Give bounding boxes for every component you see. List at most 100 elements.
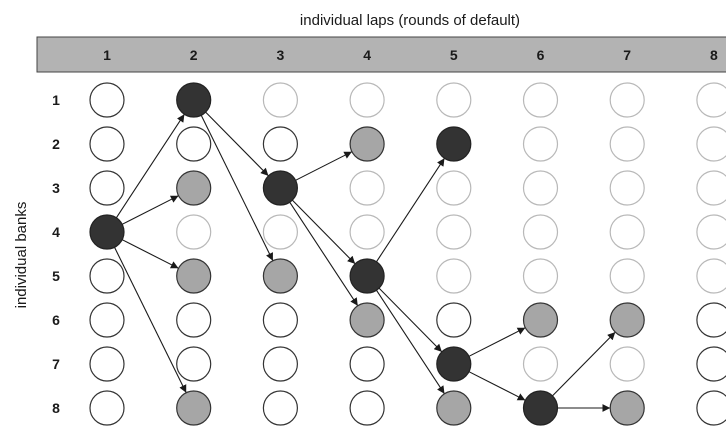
bank-node-r2-c2	[176, 126, 212, 162]
bank-node-r1-c4	[349, 82, 385, 118]
bank-node-r8-c2	[176, 390, 212, 426]
bank-label-8: 8	[52, 400, 60, 416]
bank-node-r5-c7	[609, 258, 645, 294]
lap-label-8: 8	[710, 47, 718, 63]
bank-node-r1-c8	[696, 82, 726, 118]
bank-node-r2-c8	[696, 126, 726, 162]
contagion-arrow-12	[375, 289, 445, 395]
bank-node-r7-c8	[696, 346, 726, 382]
bank-node-r4-c6	[522, 214, 559, 250]
bank-node-r2-c4	[349, 126, 385, 162]
bank-node-r6-c3	[262, 302, 298, 338]
bank-node-r3-c5	[436, 170, 472, 206]
contagion-arrow-11	[378, 287, 443, 353]
bank-node-r3-c3	[262, 170, 298, 206]
bank-node-r3-c4	[349, 170, 385, 206]
bank-node-r3-c8	[696, 170, 726, 206]
bank-node-r3-c6	[522, 170, 559, 206]
bank-node-r5-c3	[262, 258, 298, 294]
bank-node-r1-c5	[436, 82, 472, 118]
bank-node-r7-c4	[349, 346, 385, 382]
lap-label-2: 2	[190, 47, 198, 63]
bank-node-r7-c3	[262, 346, 298, 382]
lap-label-4: 4	[363, 47, 371, 63]
bank-node-r2-c3	[262, 126, 298, 162]
bank-node-r5-c4	[349, 258, 385, 294]
bank-row-labels: 1 2 3 4 5 6 7 8	[52, 92, 60, 416]
bank-node-r8-c4	[349, 390, 385, 426]
bank-label-3: 3	[52, 180, 60, 196]
lap-label-3: 3	[277, 47, 285, 63]
contagion-edges	[114, 111, 616, 412]
bank-node-r5-c2	[176, 258, 212, 294]
bank-node-r6-c2	[176, 302, 212, 338]
contagion-arrow-2	[121, 195, 179, 225]
bank-node-r6-c8	[696, 302, 726, 338]
bank-node-r1-c7	[609, 82, 645, 118]
bank-node-r4-c2	[176, 214, 212, 250]
bank-node-r8-c6	[522, 390, 559, 426]
bank-node-r2-c6	[522, 126, 559, 162]
bank-label-2: 2	[52, 136, 60, 152]
bank-node-r5-c1	[89, 258, 125, 294]
bank-node-r6-c4	[349, 302, 385, 338]
bank-node-r1-c1	[89, 82, 125, 118]
bank-label-7: 7	[52, 356, 60, 372]
top-axis-title: individual laps (rounds of default)	[300, 12, 520, 29]
bank-node-r2-c5	[436, 126, 472, 162]
bank-node-r4-c3	[262, 214, 298, 250]
bank-node-r7-c1	[89, 346, 125, 382]
bank-node-r8-c3	[262, 390, 298, 426]
contagion-arrow-6	[200, 115, 274, 261]
bank-node-r1-c2	[176, 82, 212, 118]
bank-node-r1-c6	[522, 82, 559, 118]
bank-node-r6-c6	[522, 302, 559, 338]
bank-label-4: 4	[52, 224, 60, 240]
bank-node-r6-c5	[436, 302, 472, 338]
bank-node-r8-c5	[436, 390, 472, 426]
contagion-arrow-10	[375, 157, 445, 263]
bank-node-r8-c1	[89, 390, 125, 426]
contagion-arrow-14	[468, 371, 526, 401]
bank-node-r3-c2	[176, 170, 212, 206]
contagion-arrow-7	[295, 151, 353, 181]
contagion-arrow-8	[291, 199, 356, 265]
lap-label-5: 5	[450, 47, 458, 63]
side-axis-title: individual banks	[13, 202, 30, 309]
bank-node-r8-c8	[696, 390, 726, 426]
bank-node-r4-c5	[436, 214, 472, 250]
bank-nodes	[89, 82, 726, 426]
contagion-arrow-15	[552, 331, 616, 397]
bank-node-r5-c5	[436, 258, 472, 294]
bank-node-r2-c1	[89, 126, 125, 162]
bank-node-r6-c7	[609, 302, 645, 338]
lap-label-1: 1	[103, 47, 111, 63]
lap-header-bar	[36, 36, 726, 73]
contagion-arrow-9	[289, 201, 359, 307]
bank-node-r3-c1	[89, 170, 125, 206]
bank-node-r4-c7	[609, 214, 645, 250]
bank-node-r5-c8	[696, 258, 726, 294]
bank-node-r8-c7	[609, 390, 645, 426]
bank-node-r7-c6	[522, 346, 559, 382]
bank-node-r7-c5	[436, 346, 472, 382]
contagion-arrow-4	[114, 247, 187, 393]
lap-label-7: 7	[623, 47, 631, 63]
bank-node-r5-c6	[522, 258, 559, 294]
contagion-arrow-13	[468, 327, 526, 357]
bank-node-r7-c2	[176, 346, 212, 382]
lap-label-6: 6	[537, 47, 545, 63]
bank-node-r4-c4	[349, 214, 385, 250]
bank-node-r4-c8	[696, 214, 726, 250]
bank-node-r4-c1	[89, 214, 125, 250]
bank-node-r1-c3	[262, 82, 298, 118]
bank-label-1: 1	[52, 92, 60, 108]
contagion-arrow-1	[115, 113, 185, 219]
bank-label-5: 5	[52, 268, 60, 284]
bank-label-6: 6	[52, 312, 60, 328]
bank-node-r2-c7	[609, 126, 645, 162]
bank-node-r3-c7	[609, 170, 645, 206]
bank-node-r6-c1	[89, 302, 125, 338]
lap-column-labels: 1 2 3 4 5 6 7 8	[103, 47, 718, 63]
